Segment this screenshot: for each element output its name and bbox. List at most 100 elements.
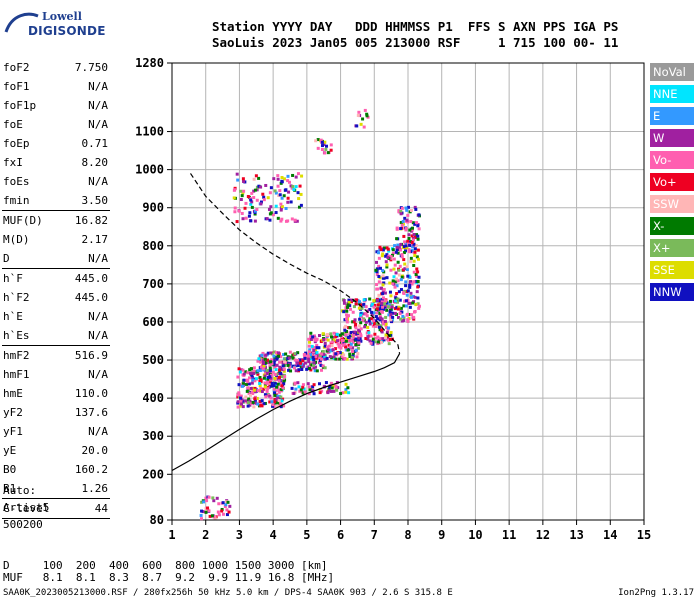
echo-point <box>301 359 305 363</box>
echo-point <box>306 382 310 386</box>
echo-point <box>273 376 277 380</box>
echo-point <box>399 221 403 225</box>
echo-point <box>416 270 420 274</box>
param-name: hmF2 <box>3 349 30 362</box>
echo-point <box>399 317 403 321</box>
echo-point <box>278 368 282 372</box>
echo-point <box>392 257 396 261</box>
echo-point <box>305 367 309 371</box>
echo-point <box>329 381 333 385</box>
echo-point <box>414 302 418 306</box>
echo-point <box>292 392 296 396</box>
echo-point <box>376 251 380 255</box>
legend-item: NoVal <box>650 63 694 81</box>
echo-point <box>323 140 327 144</box>
echo-point <box>376 303 380 307</box>
echo-point <box>299 365 303 369</box>
echo-point <box>395 248 399 252</box>
echo-point <box>403 262 407 266</box>
echo-point <box>262 376 266 380</box>
echo-point <box>335 380 339 384</box>
echo-point <box>368 317 372 321</box>
echo-point <box>340 340 344 344</box>
echo-point <box>250 191 254 195</box>
param-row: D N/A <box>0 249 112 268</box>
param-row: hmE 110.0 <box>0 384 112 403</box>
echo-point <box>223 505 227 509</box>
echo-point <box>351 310 355 314</box>
echo-point <box>390 281 394 285</box>
echo-point <box>278 193 282 197</box>
echo-point <box>378 311 382 315</box>
x-tick-label: 13 <box>569 528 583 542</box>
echo-point <box>280 176 284 180</box>
echo-point <box>279 355 283 359</box>
echo-point <box>240 211 244 215</box>
echo-point <box>396 251 400 255</box>
echo-point <box>408 228 412 232</box>
echo-point <box>294 175 298 179</box>
echo-point <box>331 340 335 344</box>
echo-point <box>394 250 398 254</box>
echo-point <box>326 333 330 337</box>
param-separator <box>2 518 110 519</box>
echo-point <box>279 395 283 399</box>
echo-point <box>373 340 377 344</box>
param-name: yF1 <box>3 425 23 438</box>
echo-point <box>239 396 243 400</box>
echo-point <box>358 337 362 341</box>
echo-point <box>263 356 267 360</box>
x-tick-label: 14 <box>603 528 617 542</box>
echo-point <box>275 385 279 389</box>
echo-point <box>401 291 405 295</box>
echo-point <box>331 348 335 352</box>
echo-point <box>308 388 312 392</box>
echo-point <box>376 298 380 302</box>
echo-point <box>306 354 310 358</box>
echo-point <box>413 253 417 257</box>
echo-point <box>266 361 270 365</box>
echo-point <box>368 322 372 326</box>
echo-point <box>238 404 242 408</box>
echo-point <box>403 299 407 303</box>
echo-point <box>248 211 252 215</box>
echo-point <box>293 352 297 356</box>
echo-point <box>398 298 402 302</box>
echo-point <box>332 331 336 335</box>
echo-point <box>235 172 239 176</box>
echo-point <box>415 290 419 294</box>
echo-point <box>246 371 250 375</box>
echo-point <box>345 337 349 341</box>
echo-point <box>256 359 260 363</box>
echo-point <box>342 353 346 357</box>
echo-point <box>400 223 404 227</box>
echo-point <box>253 379 257 383</box>
y-tick-label: 600 <box>142 315 164 329</box>
echo-point <box>349 345 353 349</box>
echo-point <box>358 317 362 321</box>
echo-point <box>365 112 369 116</box>
echo-point <box>258 399 262 403</box>
y-tick-label: 1280 <box>135 56 164 70</box>
echo-point <box>308 364 312 368</box>
echo-point <box>400 206 404 210</box>
param-value: 16.82 <box>74 214 108 227</box>
param-row: B0 160.2 <box>0 460 112 479</box>
echo-point <box>417 275 421 279</box>
echo-point <box>287 368 291 372</box>
echo-point <box>400 319 404 323</box>
echo-point <box>336 386 340 390</box>
x-tick-label: 12 <box>536 528 550 542</box>
echo-point <box>268 394 272 398</box>
echo-point <box>265 381 269 385</box>
param-name: foF2 <box>3 61 30 74</box>
echo-point <box>277 351 281 355</box>
echo-point <box>318 391 322 395</box>
echo-point <box>246 401 250 405</box>
echo-point <box>303 356 307 360</box>
param-name: h`E <box>3 310 23 323</box>
echo-point <box>408 281 412 285</box>
echo-point <box>412 232 416 236</box>
echo-point <box>344 306 348 310</box>
